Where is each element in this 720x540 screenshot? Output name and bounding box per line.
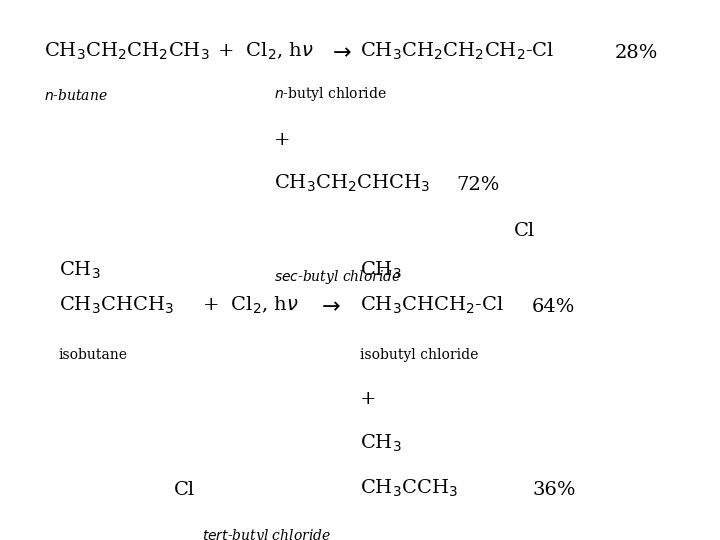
Text: 64%: 64% [532,299,575,316]
Text: CH$_3$CH$_2$CH$_2$CH$_2$-Cl: CH$_3$CH$_2$CH$_2$CH$_2$-Cl [360,41,554,62]
Text: CH$_3$: CH$_3$ [360,260,402,281]
Text: $\rightarrow$: $\rightarrow$ [317,294,341,316]
Text: CH$_3$CH$_2$CHCH$_3$: CH$_3$CH$_2$CHCH$_3$ [274,173,431,194]
Text: CH$_3$CHCH$_3$: CH$_3$CHCH$_3$ [59,295,174,316]
Text: Cl: Cl [174,481,194,500]
Text: CH$_3$: CH$_3$ [360,433,402,454]
Text: $n$-butane: $n$-butane [45,88,108,103]
Text: +  Cl$_2$, h$\nu$: + Cl$_2$, h$\nu$ [202,295,299,316]
Text: $tert$-butyl chloride: $tert$-butyl chloride [202,527,331,540]
Text: CH$_3$CCH$_3$: CH$_3$CCH$_3$ [360,478,458,500]
Text: 28%: 28% [615,44,658,62]
Text: +: + [360,390,377,408]
Text: $\rightarrow$: $\rightarrow$ [328,40,351,62]
Text: +  Cl$_2$, h$\nu$: + Cl$_2$, h$\nu$ [217,41,313,62]
Text: Cl: Cl [514,222,536,240]
Text: $sec$-butyl chloride: $sec$-butyl chloride [274,268,401,286]
Text: +: + [274,131,290,149]
Text: 72%: 72% [456,177,500,194]
Text: isobutyl chloride: isobutyl chloride [360,348,478,362]
Text: CH$_3$: CH$_3$ [59,260,100,281]
Text: $n$-butyl chloride: $n$-butyl chloride [274,85,387,103]
Text: isobutane: isobutane [59,348,127,362]
Text: CH$_3$CHCH$_2$-Cl: CH$_3$CHCH$_2$-Cl [360,295,504,316]
Text: 36%: 36% [532,481,575,500]
Text: CH$_3$CH$_2$CH$_2$CH$_3$: CH$_3$CH$_2$CH$_2$CH$_3$ [45,41,210,62]
